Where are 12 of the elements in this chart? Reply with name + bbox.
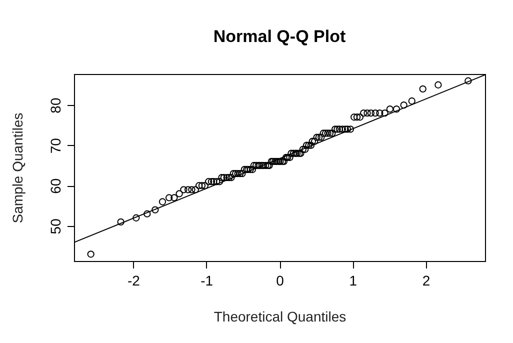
y-tick-label: 60 — [48, 178, 64, 194]
y-axis-title: Sample Quantiles — [10, 112, 26, 224]
y-tick-label: 50 — [48, 218, 64, 234]
x-axis-title: Theoretical Quantiles — [214, 308, 346, 324]
x-tick-label: 0 — [276, 272, 284, 288]
x-tick-label: 2 — [422, 272, 430, 288]
x-tick-label: -1 — [200, 272, 214, 288]
y-tick-label: 80 — [48, 98, 64, 114]
chart-title: Normal Q-Q Plot — [213, 27, 346, 46]
y-tick-label: 70 — [48, 138, 64, 154]
x-tick-label: -2 — [128, 272, 140, 288]
x-tick-label: 1 — [349, 272, 358, 288]
